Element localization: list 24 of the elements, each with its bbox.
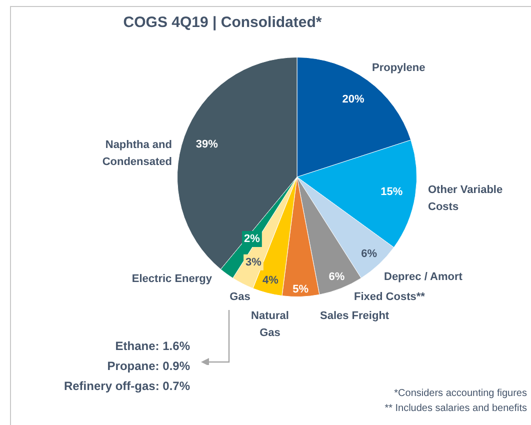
slice-label: Natural Gas (251, 310, 289, 340)
slice-label: Other Variable Costs (428, 184, 503, 214)
data-label: 3% (246, 256, 262, 268)
data-label: 5% (292, 284, 309, 296)
data-label: 6% (328, 271, 345, 284)
slice-label: Electric Energy (132, 273, 213, 286)
data-label: 20% (342, 94, 365, 106)
data-label: 39% (196, 138, 218, 151)
text: *Considers accounting figures (394, 388, 527, 399)
slice-label: Propylene (372, 62, 426, 74)
text: Refinery off-gas: 0.7% (64, 379, 190, 393)
slice-label: Sales Freight (320, 310, 390, 322)
slice-label: Gas (230, 291, 250, 304)
slice-label: Deprec / Amort (384, 271, 463, 284)
text: Propane: 0.9% (107, 359, 190, 373)
data-label: 15% (380, 186, 403, 198)
slice-label: Naphtha and Condensated (102, 139, 172, 168)
data-label: 4% (262, 274, 279, 286)
text: ** Includes salaries and benefits (384, 403, 527, 414)
text: Ethane: 1.6% (115, 339, 190, 353)
data-label: 6% (361, 248, 378, 260)
slice-label: Fixed Costs** (354, 291, 426, 304)
data-label: 2% (244, 233, 260, 246)
chart-title: COGS 4Q19 | Consolidated* (122, 14, 323, 31)
